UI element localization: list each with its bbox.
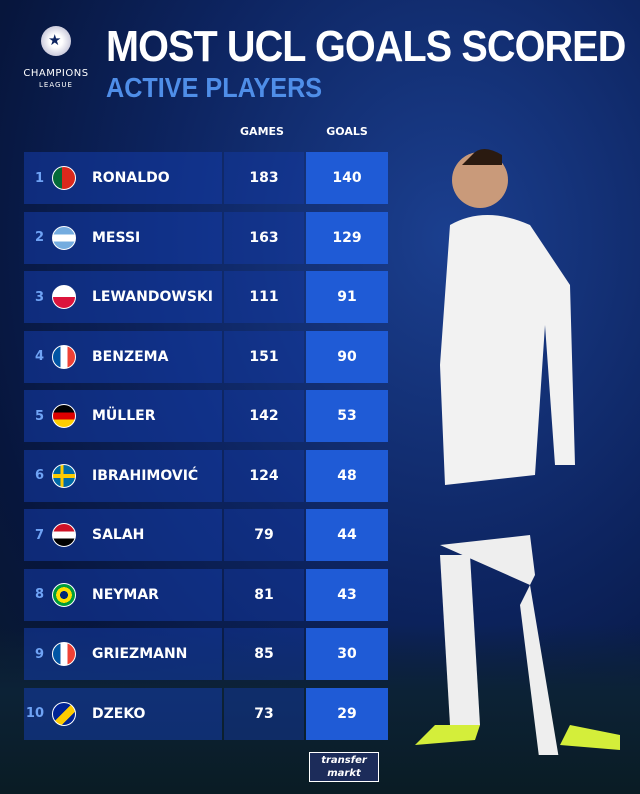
player-name: SALAH (92, 527, 145, 543)
games-header: GAMES (240, 125, 284, 138)
table-row: 2 MESSI 163 129 (24, 211, 388, 264)
france-flag-icon (52, 642, 76, 666)
rank: 3 (34, 289, 44, 305)
player-name: GRIEZMANN (92, 646, 188, 662)
sweden-flag-icon (52, 463, 76, 488)
table-row: 9 GRIEZMANN 85 30 (24, 628, 388, 680)
brazil-flag-icon (52, 582, 76, 607)
rank: 7 (34, 527, 44, 543)
games-value: 111 (224, 271, 304, 323)
player-name: IBRAHIMOVIĆ (92, 467, 199, 484)
poland-flag-icon (52, 285, 76, 309)
games-value: 124 (224, 449, 304, 502)
table-row: 6 IBRAHIMOVIĆ 124 48 (24, 449, 388, 502)
france-flag-icon (52, 344, 76, 369)
player-cell: 5 MÜLLER (24, 390, 222, 442)
player-cell: 4 BENZEMA (24, 330, 222, 383)
games-value: 163 (224, 211, 304, 264)
germany-flag-icon (52, 404, 76, 428)
player-cell: 9 GRIEZMANN (24, 628, 222, 680)
brand-text: markt (327, 768, 361, 779)
portugal-flag-icon (52, 166, 76, 190)
goals-value: 129 (306, 211, 388, 264)
player-name: DZEKO (92, 705, 146, 722)
player-cell: 7 SALAH (24, 509, 222, 561)
player-name: MÜLLER (92, 408, 156, 424)
page-subtitle: ACTIVE PLAYERS (106, 72, 323, 103)
bosnia-flag-icon (52, 701, 76, 726)
brand-text: transfer (321, 755, 367, 766)
page-title: MOST UCL GOALS SCORED (106, 22, 626, 71)
rank: 10 (25, 706, 44, 721)
rank: 6 (34, 468, 44, 483)
rank: 4 (34, 349, 44, 364)
rank: 1 (34, 170, 44, 186)
champions-league-logo: CHAMPIONS LEAGUE (20, 26, 92, 90)
transfermarkt-logo: transfer markt (309, 752, 379, 782)
goals-value: 44 (306, 509, 388, 561)
goals-value: 91 (306, 271, 388, 323)
table-row: 7 SALAH 79 44 (24, 509, 388, 561)
goals-value: 53 (306, 390, 388, 442)
starball-icon (41, 26, 71, 56)
rank: 5 (34, 408, 44, 424)
rank: 8 (34, 587, 44, 602)
player-cell: 10 DZEKO (24, 687, 222, 740)
argentina-flag-icon (52, 225, 76, 250)
player-cell: 2 MESSI (24, 211, 222, 264)
goals-value: 29 (306, 687, 388, 740)
player-name: RONALDO (92, 170, 170, 186)
egypt-flag-icon (52, 523, 76, 547)
logo-text: LEAGUE (39, 81, 73, 89)
rank: 2 (34, 230, 44, 245)
goals-header: GOALS (326, 125, 368, 138)
player-cell: 6 IBRAHIMOVIĆ (24, 449, 222, 502)
games-value: 183 (224, 152, 304, 204)
player-photo (415, 149, 620, 755)
games-value: 81 (224, 568, 304, 621)
games-value: 142 (224, 390, 304, 442)
table-row: 10 DZEKO 73 29 (24, 687, 388, 740)
table-row: 1 RONALDO 183 140 (24, 152, 388, 204)
games-value: 73 (224, 687, 304, 740)
player-cell: 8 NEYMAR (24, 568, 222, 621)
player-name: BENZEMA (92, 348, 169, 365)
player-name: NEYMAR (92, 586, 159, 603)
goals-value: 140 (306, 152, 388, 204)
player-name: LEWANDOWSKI (92, 289, 213, 305)
goals-value: 90 (306, 330, 388, 383)
goals-value: 43 (306, 568, 388, 621)
games-value: 151 (224, 330, 304, 383)
goals-value: 30 (306, 628, 388, 680)
table-row: 8 NEYMAR 81 43 (24, 568, 388, 621)
table-row: 4 BENZEMA 151 90 (24, 330, 388, 383)
rank: 9 (34, 646, 44, 662)
player-name: MESSI (92, 229, 141, 246)
logo-text: CHAMPIONS (23, 68, 89, 79)
player-cell: 1 RONALDO (24, 152, 222, 204)
goals-value: 48 (306, 449, 388, 502)
player-cell: 3 LEWANDOWSKI (24, 271, 222, 323)
games-value: 79 (224, 509, 304, 561)
table-row: 5 MÜLLER 142 53 (24, 390, 388, 442)
table-row: 3 LEWANDOWSKI 111 91 (24, 271, 388, 323)
games-value: 85 (224, 628, 304, 680)
